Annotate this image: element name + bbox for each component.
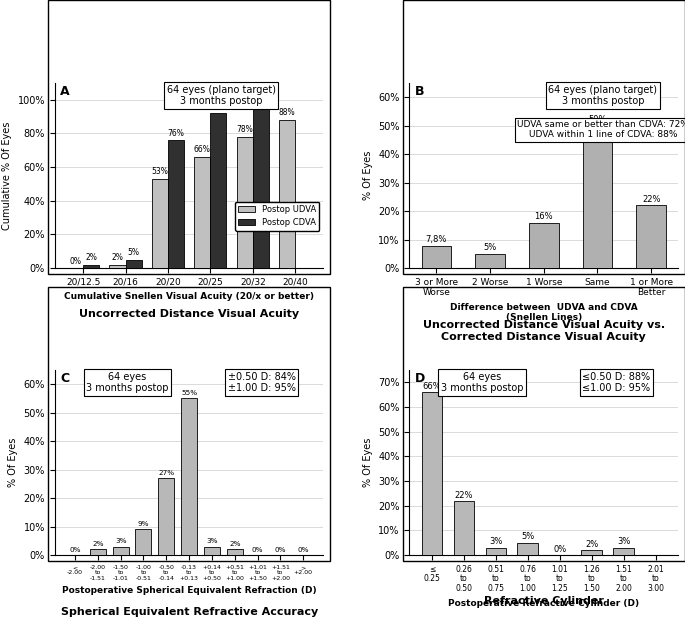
Bar (636, 205, 666, 268)
Y-axis label: Cumulative % Of Eyes: Cumulative % Of Eyes (2, 121, 12, 230)
Bar (613, 547, 634, 555)
Bar (529, 223, 558, 268)
Bar (453, 501, 474, 555)
Bar (110, 265, 125, 268)
Bar (583, 126, 612, 268)
Text: ±0.50 D: 84%
±1.00 D: 95%: ±0.50 D: 84% ±1.00 D: 95% (227, 372, 296, 394)
Text: 5%: 5% (484, 244, 497, 253)
Bar (582, 550, 602, 555)
Bar (112, 547, 129, 555)
Text: 64 eyes
3 months postop: 64 eyes 3 months postop (86, 372, 169, 394)
Bar (475, 254, 505, 268)
Bar (227, 549, 242, 555)
Bar (195, 157, 210, 268)
Text: 0%: 0% (252, 547, 263, 553)
Text: 16%: 16% (534, 212, 553, 221)
Text: 64 eyes (plano target)
3 months postop: 64 eyes (plano target) 3 months postop (167, 85, 276, 107)
Text: 53%: 53% (151, 167, 169, 176)
Bar (158, 478, 174, 555)
Text: 27%: 27% (158, 470, 175, 476)
Bar (253, 105, 269, 268)
Bar (517, 543, 538, 555)
Text: A: A (60, 85, 70, 98)
Text: 66%: 66% (194, 145, 211, 154)
Bar (168, 140, 184, 268)
Text: Refractive Cylinder: Refractive Cylinder (484, 596, 603, 606)
Text: Spherical Equivalent Refractive Accuracy: Spherical Equivalent Refractive Accuracy (60, 607, 318, 617)
Text: ≤0.50 D: 88%
≤1.00 D: 95%: ≤0.50 D: 88% ≤1.00 D: 95% (582, 372, 651, 394)
Text: 5%: 5% (127, 248, 140, 257)
Bar (83, 265, 99, 268)
Text: 9%: 9% (138, 521, 149, 527)
Text: 3%: 3% (489, 537, 503, 546)
Bar (422, 392, 443, 555)
X-axis label: Cumulative Snellen Visual Acuity (20/x or better): Cumulative Snellen Visual Acuity (20/x o… (64, 292, 314, 301)
Text: UDVA same or better than CDVA: 72%
UDVA within 1 line of CDVA: 88%: UDVA same or better than CDVA: 72% UDVA … (517, 120, 685, 139)
Bar (152, 179, 168, 268)
Text: 2%: 2% (229, 541, 240, 547)
Text: 64 eyes (plano target)
3 months postop: 64 eyes (plano target) 3 months postop (549, 85, 658, 107)
Text: 2%: 2% (92, 541, 103, 547)
Bar (136, 530, 151, 555)
Text: 97%: 97% (252, 93, 269, 102)
Text: 76%: 76% (168, 129, 184, 138)
Bar (422, 246, 451, 268)
Bar (125, 260, 142, 268)
Bar (236, 137, 253, 268)
Text: D: D (415, 372, 425, 385)
Text: 0%: 0% (553, 545, 566, 554)
Bar (181, 398, 197, 555)
Text: 66%: 66% (423, 382, 441, 391)
Bar (210, 113, 227, 268)
Text: 2%: 2% (85, 253, 97, 262)
Text: 2%: 2% (585, 540, 598, 549)
Text: 92%: 92% (210, 101, 227, 111)
Text: 3%: 3% (115, 538, 127, 544)
Text: B: B (415, 85, 424, 98)
Y-axis label: % Of Eyes: % Of Eyes (362, 438, 373, 487)
Text: Uncorrected Distance Visual Acuity: Uncorrected Distance Visual Acuity (79, 309, 299, 319)
Text: 2%: 2% (112, 253, 123, 262)
Text: 0%: 0% (297, 547, 309, 553)
Text: 5%: 5% (521, 533, 534, 542)
Y-axis label: % Of Eyes: % Of Eyes (362, 151, 373, 200)
Text: 0%: 0% (69, 256, 81, 265)
Bar (279, 120, 295, 268)
Text: 78%: 78% (236, 125, 253, 134)
X-axis label: Postoperative Refractive Cylinder (D): Postoperative Refractive Cylinder (D) (448, 598, 639, 608)
Text: 55%: 55% (181, 390, 197, 396)
Text: 3%: 3% (617, 537, 630, 546)
Bar (90, 549, 105, 555)
Text: 0%: 0% (69, 547, 81, 553)
Text: 7,8%: 7,8% (426, 235, 447, 244)
Y-axis label: % Of Eyes: % Of Eyes (8, 438, 18, 487)
Text: 22%: 22% (642, 195, 660, 204)
Text: 3%: 3% (206, 538, 218, 544)
Bar (486, 547, 506, 555)
Text: 88%: 88% (279, 108, 295, 117)
Text: 64 eyes
3 months postop: 64 eyes 3 months postop (440, 372, 523, 394)
Text: 22%: 22% (455, 491, 473, 500)
Text: 50%: 50% (588, 115, 607, 124)
X-axis label: Postoperative Spherical Equivalent Refraction (D): Postoperative Spherical Equivalent Refra… (62, 586, 316, 595)
Legend: Postop UDVA, Postop CDVA: Postop UDVA, Postop CDVA (235, 202, 319, 230)
Bar (204, 547, 220, 555)
Text: Uncorrected Distance Visual Acuity vs.
Corrected Distance Visual Acuity: Uncorrected Distance Visual Acuity vs. C… (423, 320, 665, 341)
Text: 0%: 0% (275, 547, 286, 553)
Text: C: C (60, 372, 69, 385)
X-axis label: Difference between  UDVA and CDVA
(Snellen Lines): Difference between UDVA and CDVA (Snelle… (450, 303, 638, 322)
